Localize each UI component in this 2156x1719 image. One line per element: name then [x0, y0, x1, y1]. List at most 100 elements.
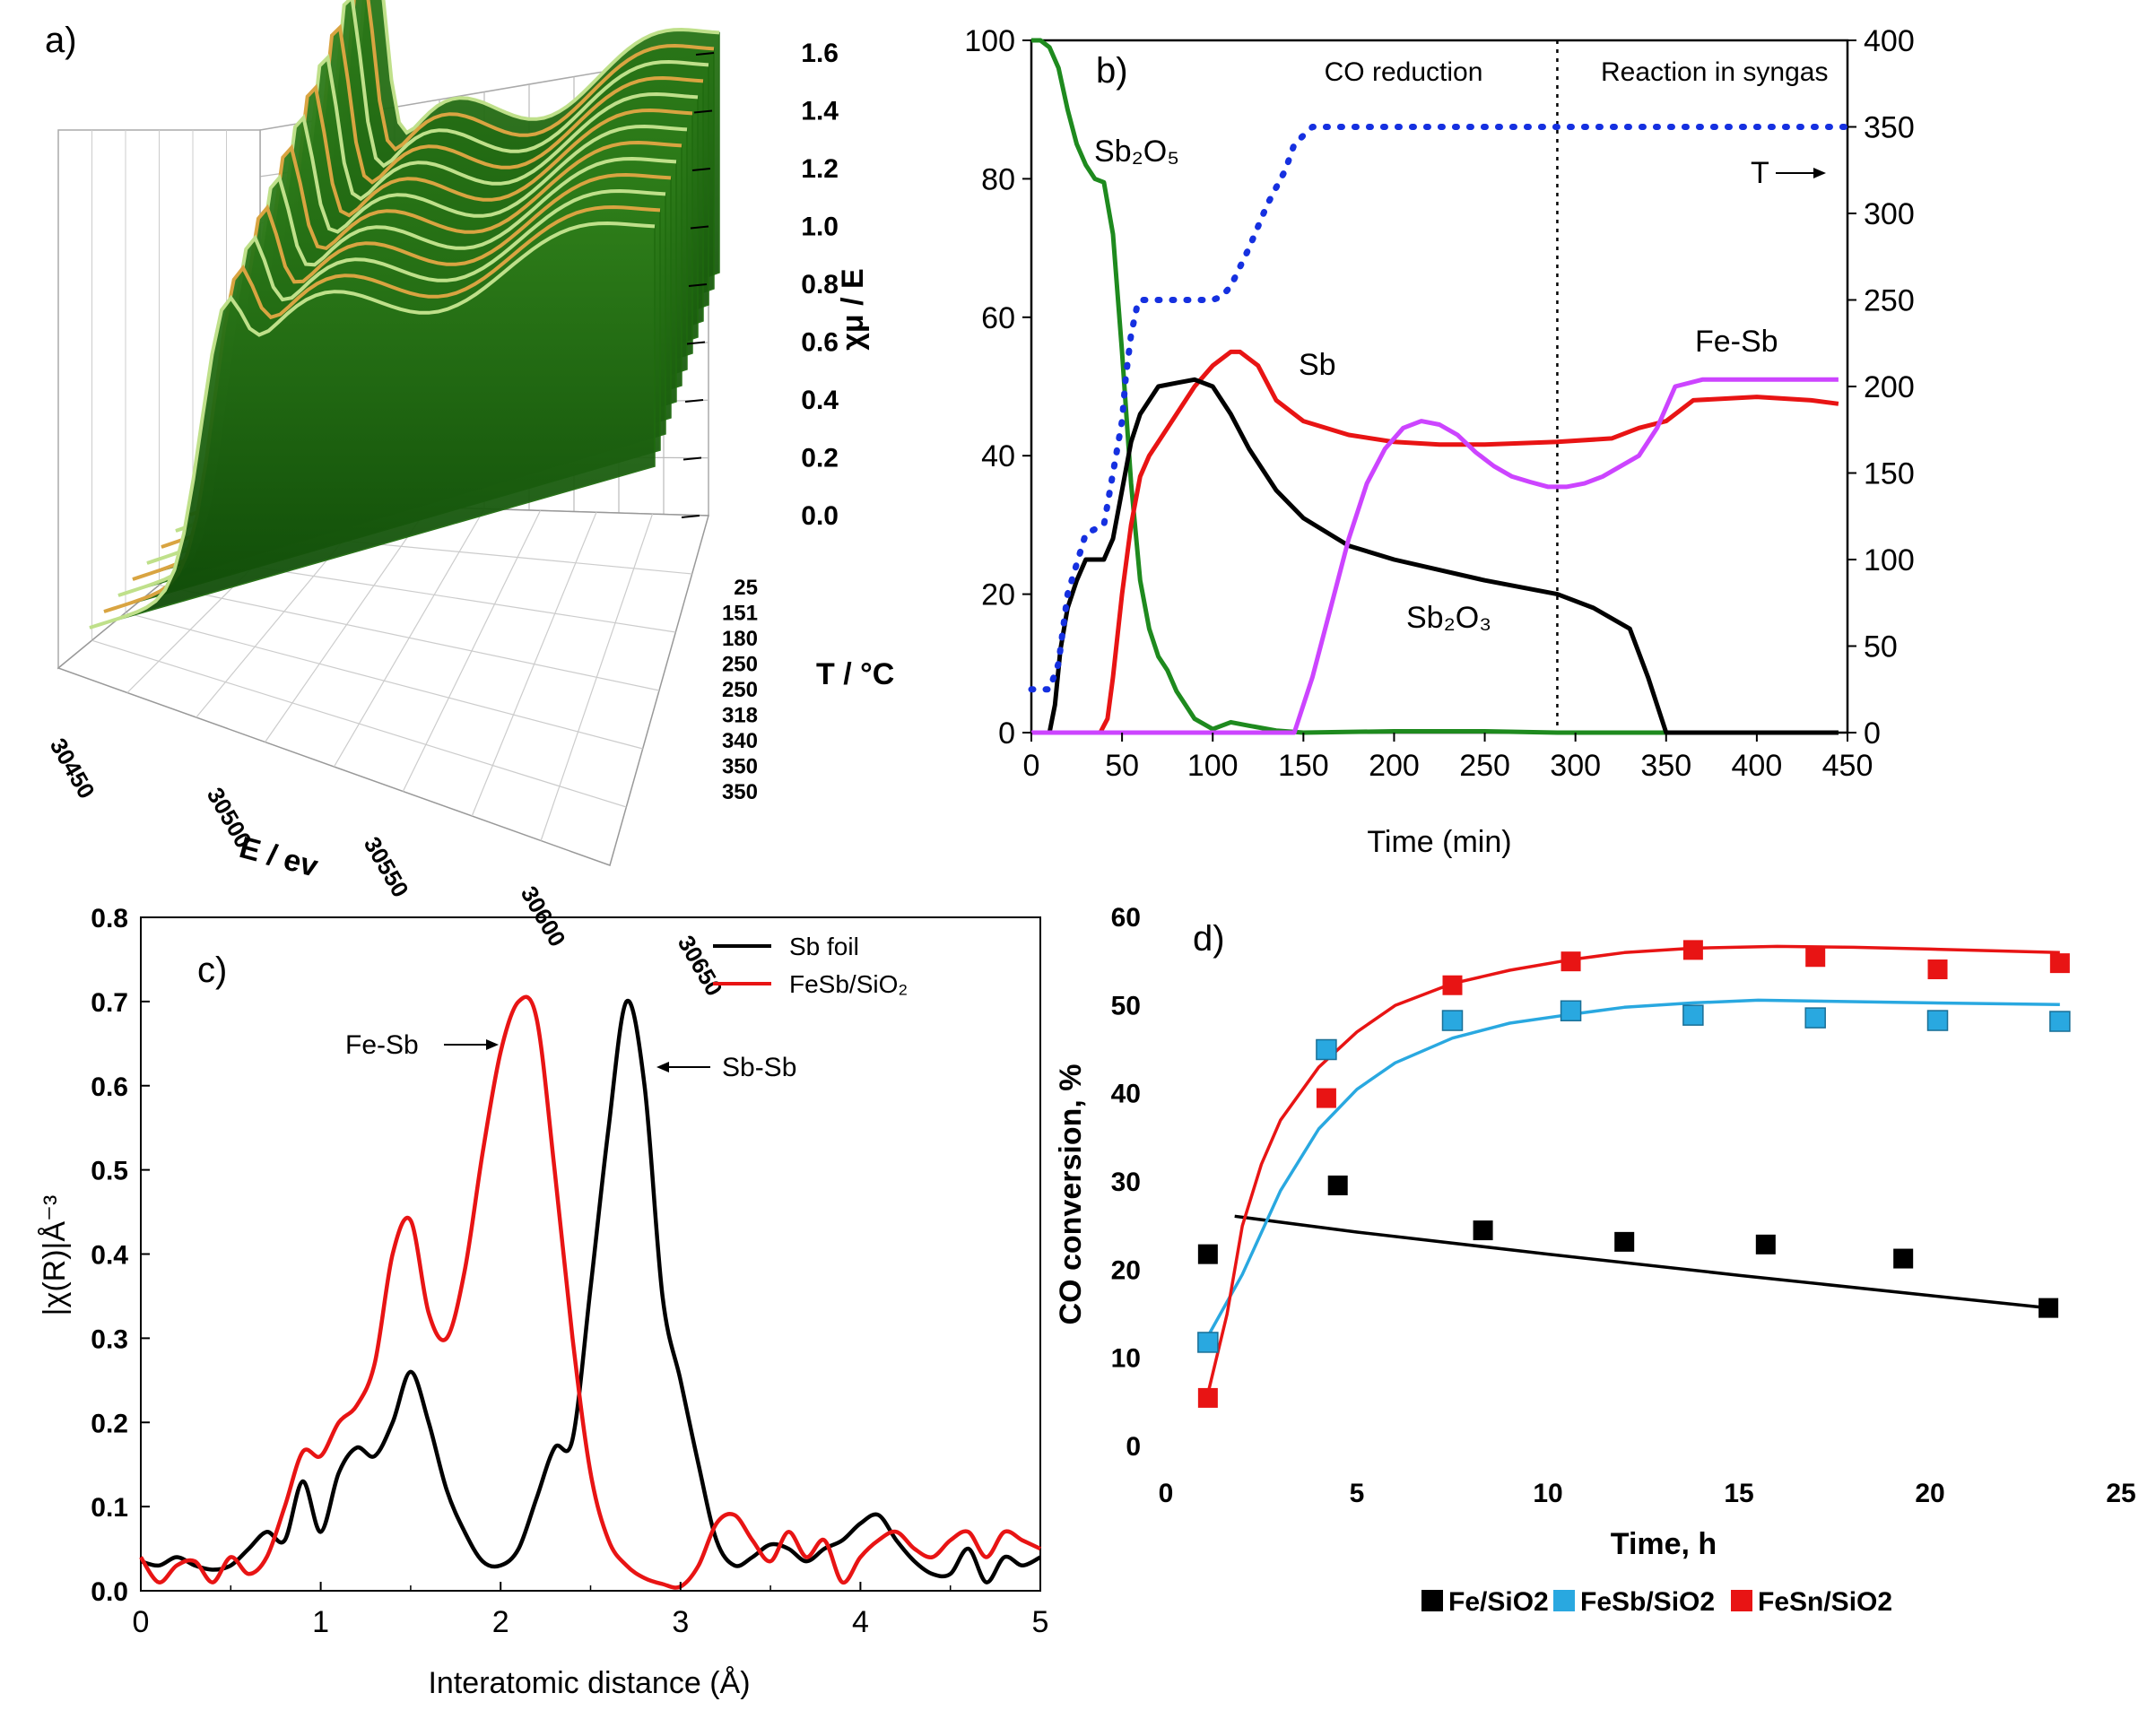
plot-frame: [140, 916, 1041, 1592]
z-tick-mark: [686, 341, 706, 345]
x-tick-label: 2: [492, 1605, 509, 1639]
energy-tick-label: 30650: [673, 931, 728, 1001]
z-tick-mark: [690, 225, 709, 230]
z-tick-label: 0.2: [801, 444, 839, 473]
legend-swatch-fesb: [1553, 1590, 1575, 1611]
y-tick-label: 0.7: [91, 988, 128, 1018]
y2-tick-label: 250: [1864, 284, 1915, 318]
region-label-co-reduction: CO reduction: [1325, 57, 1483, 87]
energy-tick-label: 30600: [516, 881, 571, 951]
x-tick-label: 50: [1105, 749, 1139, 783]
x-axis-label: Interatomic distance (Å): [428, 1666, 750, 1700]
axis-ticks: 0 5 10 15 20 25 0 10 20 30 40 50 60: [1111, 903, 2136, 1508]
series-line-sb2o5: [1031, 38, 1839, 735]
y-tick-label: 0.6: [91, 1072, 128, 1102]
legend: Fe/SiO2 FeSb/SiO2 FeSn/SiO2: [1421, 1587, 1892, 1617]
series-lines: [139, 994, 1042, 1590]
series-lines: [1028, 38, 1851, 735]
data-point-fe-sio2: [1614, 1231, 1635, 1252]
y2-tick-label: 0: [1864, 716, 1881, 751]
y-tick-label: 0.2: [91, 1409, 128, 1438]
z-tick-mark: [681, 515, 700, 518]
data-point-fe-sio2: [1473, 1220, 1493, 1241]
y2-tick-label: 400: [1864, 24, 1915, 58]
y-tick-label: 50: [1111, 991, 1141, 1020]
z-tick-mark: [688, 283, 708, 287]
y-tick-label: 0.0: [91, 1577, 128, 1607]
floor-grid: [125, 612, 643, 750]
z-tick-label: 1.2: [801, 154, 839, 184]
temperature-tick-label: 151: [722, 602, 758, 626]
data-point-fe-sio2: [1755, 1234, 1776, 1255]
x-tick-label: 4: [852, 1605, 869, 1639]
x-axis-label: Time, h: [1611, 1527, 1717, 1561]
series-line-sb-foil: [140, 998, 1042, 1584]
x-tick-label: 15: [1724, 1479, 1753, 1508]
data-point-fesb-sio2: [1197, 1332, 1219, 1353]
y2-tick-label: 200: [1864, 370, 1915, 404]
panel-a-3d-surface: a) 0.00.20.40.60.81.01.21.41.6 251511802…: [45, 0, 894, 1001]
z-tick-label: 0.4: [801, 386, 839, 415]
xanes-surface: [89, 0, 720, 629]
data-point-fesb-sio2: [1441, 1010, 1464, 1031]
data-point-fesn-sio2: [1927, 959, 1948, 980]
data-point-fe-sio2: [1197, 1244, 1218, 1264]
panel-a-letter: a): [45, 21, 77, 60]
annotation-fe-sb: Fe-Sb: [345, 1030, 419, 1060]
y-tick-label: 0.8: [91, 904, 128, 933]
x-tick-label: 0: [1023, 749, 1040, 783]
annotation-temperature: T: [1751, 156, 1769, 190]
floor-grid: [159, 584, 660, 691]
region-label-syngas: Reaction in syngas: [1601, 57, 1828, 87]
y-tick-label: 40: [981, 439, 1015, 473]
x-tick-label: 5: [1350, 1479, 1365, 1508]
x-tick-label: 250: [1459, 749, 1510, 783]
z-tick-mark: [693, 109, 713, 114]
data-point-fe-sio2: [1327, 1175, 1348, 1195]
temperature-tick-label: 350: [722, 780, 758, 804]
x-tick-label: 10: [1533, 1479, 1562, 1508]
annotation-sb: Sb: [1299, 348, 1336, 382]
x-tick-label: 350: [1640, 749, 1691, 783]
z-tick-label: 1.6: [801, 39, 839, 68]
data-point-fesn-sio2: [1805, 947, 1826, 968]
temperature-tick-label: 250: [722, 678, 758, 702]
x-tick-label: 20: [1915, 1479, 1944, 1508]
x-tick-label: 1: [312, 1605, 329, 1639]
data-point-fesn-sio2: [1682, 940, 1703, 960]
arrow-fe-sb: [444, 1039, 499, 1050]
legend-label-fe: Fe/SiO2: [1448, 1587, 1549, 1617]
energy-axis-label: E / ev: [236, 830, 322, 884]
y-axis-label: |χ(R)|Å⁻³: [38, 1195, 72, 1316]
temperature-tick-label: 25: [734, 576, 758, 600]
y-tick-label: 0: [998, 716, 1015, 751]
energy-tick-label: 30450: [45, 734, 100, 803]
data-points: [1197, 940, 2071, 1408]
temperature-axis-label: T / °C: [816, 657, 894, 691]
temperature-tick-label: 250: [722, 653, 758, 677]
y-tick-label: 30: [1111, 1168, 1141, 1197]
annotation-sb2o3: Sb₂O₃: [1406, 601, 1491, 635]
annotation-sb2o5: Sb₂O₅: [1094, 135, 1179, 169]
data-point-fe-sio2: [1893, 1248, 1914, 1269]
y2-tick-label: 50: [1864, 630, 1898, 664]
legend: Sb foil FeSb/SiO₂: [713, 933, 908, 998]
y2-tick-label: 350: [1864, 111, 1915, 145]
temperature-tick-label: 350: [722, 755, 758, 779]
x-tick-label: 5: [1032, 1605, 1049, 1639]
data-point-fesb-sio2: [1560, 1000, 1582, 1021]
annotation-fe-sb: Fe-Sb: [1695, 325, 1778, 359]
z-tick-mark: [695, 52, 715, 56]
y2-tick-label: 300: [1864, 197, 1915, 231]
z-tick-label: 0.6: [801, 328, 839, 358]
legend-swatch-fe: [1421, 1590, 1443, 1611]
y-tick-label: 20: [1111, 1255, 1141, 1285]
y-tick-label: 10: [1111, 1344, 1141, 1374]
x-tick-label: 0: [133, 1605, 150, 1639]
y-tick-label: 0.3: [91, 1324, 128, 1354]
y-axis-label: CO conversion, %: [1054, 1064, 1088, 1325]
data-point-fesb-sio2: [1926, 1010, 1949, 1031]
z-tick-label: 0.8: [801, 270, 839, 300]
data-point-fesb-sio2: [1682, 1004, 1704, 1026]
